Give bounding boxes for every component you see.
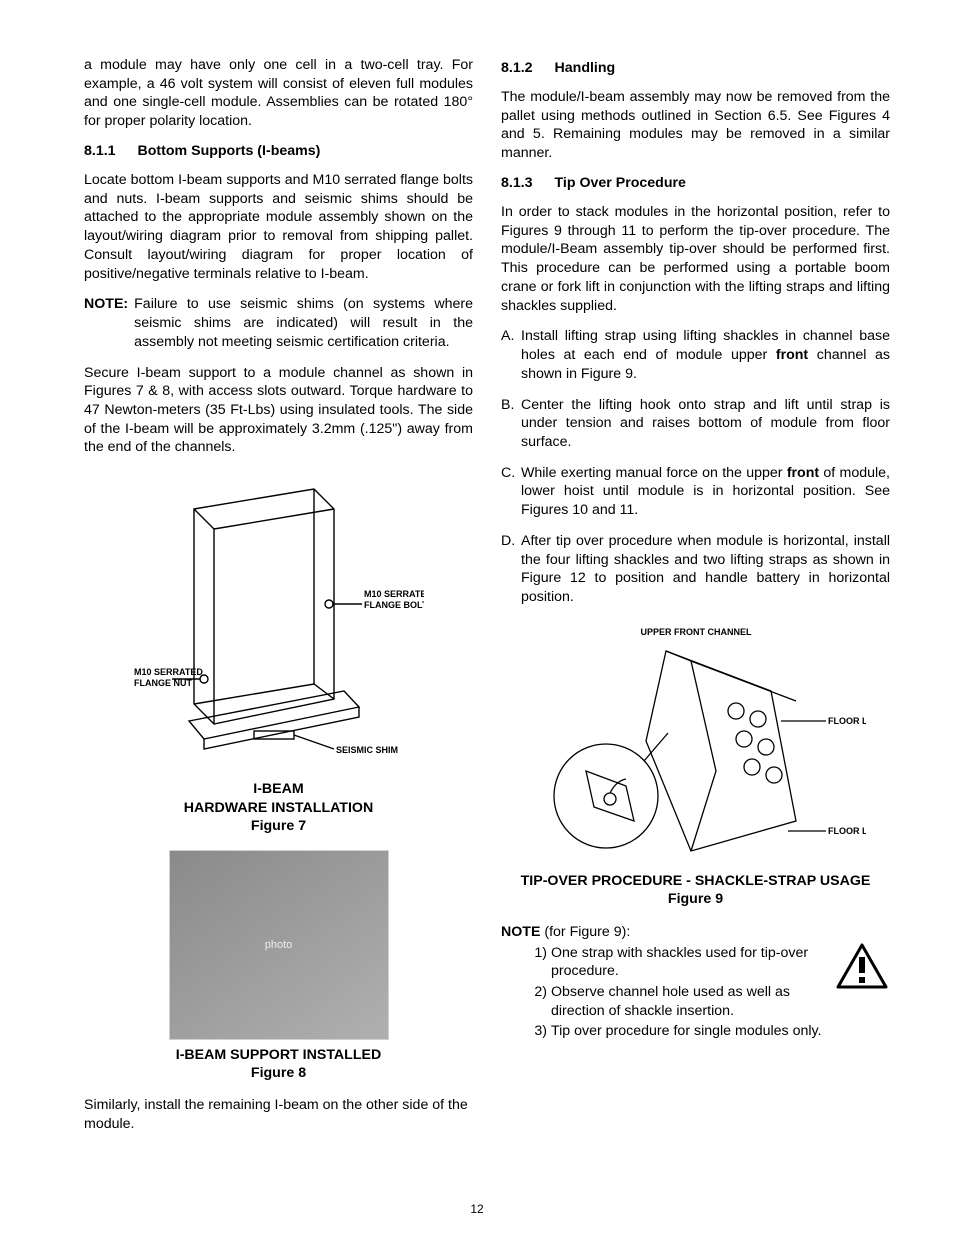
heading-title: Tip Over Procedure (555, 175, 686, 191)
label-bolt-l2: FLANGE BOLT (364, 600, 424, 610)
note-marker: 2) (529, 983, 551, 1020)
bold-text: front (776, 347, 808, 363)
figure-9-note: NOTE (for Figure 9): 1) One strap with s… (501, 923, 890, 1041)
page-number: 12 (0, 1202, 954, 1216)
intro-paragraph: a module may have only one cell in a two… (84, 56, 473, 131)
label-upper-channel: UPPER FRONT CHANNEL (640, 627, 752, 637)
paragraph: In order to stack modules in the horizon… (501, 203, 890, 315)
paragraph: Locate bottom I-beam supports and M10 se… (84, 171, 473, 283)
caption-line: I-BEAM SUPPORT INSTALLED (84, 1046, 473, 1064)
paragraph: Similarly, install the remaining I-beam … (84, 1096, 473, 1133)
list-body: Install lifting strap using lifting shac… (521, 327, 890, 383)
note-list-item: 3) Tip over procedure for single modules… (529, 1022, 890, 1041)
note-body: Tip over procedure for single modules on… (551, 1022, 890, 1041)
heading-number: 8.1.1 (84, 143, 116, 159)
note-heading-bold: NOTE (501, 924, 540, 940)
heading-number: 8.1.2 (501, 60, 533, 76)
list-marker: C. (501, 464, 521, 520)
figure-7-caption: I-BEAM HARDWARE INSTALLATION Figure 7 (84, 780, 473, 835)
label-floor-line-2: FLOOR LINE (828, 826, 866, 836)
list-body: While exerting manual force on the upper… (521, 464, 890, 520)
caption-line: Figure 8 (84, 1064, 473, 1082)
heading-title: Handling (555, 60, 616, 76)
text: Center the lifting hook onto strap and l… (521, 397, 890, 450)
caption-line: Figure 7 (84, 817, 473, 835)
text: While exerting manual force on the upper (521, 465, 787, 481)
text: After tip over procedure when module is … (521, 533, 890, 605)
list-marker: A. (501, 327, 521, 383)
figure-9-caption: TIP-OVER PROCEDURE - SHACKLE-STRAP USAGE… (501, 872, 890, 909)
list-item: B. Center the lifting hook onto strap an… (501, 396, 890, 452)
heading-8-1-2: 8.1.2 Handling (501, 60, 890, 76)
note-marker: 1) (529, 944, 551, 981)
note-marker: 3) (529, 1022, 551, 1041)
figure-8-photo: photo (169, 850, 389, 1040)
note-heading: NOTE (for Figure 9): (501, 923, 890, 942)
paragraph: The module/I-beam assembly may now be re… (501, 88, 890, 163)
figure-8-caption: I-BEAM SUPPORT INSTALLED Figure 8 (84, 1046, 473, 1083)
heading-title: Bottom Supports (I-beams) (138, 143, 321, 159)
figure-9-block: UPPER FRONT CHANNEL FLOOR LINE FLOOR LIN… (501, 621, 890, 909)
list-body: After tip over procedure when module is … (521, 532, 890, 607)
paragraph: Secure I-beam support to a module channe… (84, 364, 473, 458)
figure-7-block: M10 SERRATED FLANGE BOLT M10 SERRATED FL… (84, 469, 473, 835)
label-bolt-l1: M10 SERRATED (364, 589, 424, 599)
note-body: Failure to use seismic shims (on systems… (134, 295, 473, 351)
bold-text: front (787, 465, 819, 481)
warning-icon (836, 943, 888, 989)
tipover-diagram-svg: UPPER FRONT CHANNEL FLOOR LINE FLOOR LIN… (526, 621, 866, 861)
note-heading-rest: (for Figure 9): (540, 924, 630, 940)
caption-line: TIP-OVER PROCEDURE - SHACKLE-STRAP USAGE (501, 872, 890, 890)
right-column: 8.1.2 Handling The module/I-beam assembl… (501, 56, 890, 1134)
figure-7-diagram: M10 SERRATED FLANGE BOLT M10 SERRATED FL… (134, 469, 424, 774)
document-page: a module may have only one cell in a two… (0, 0, 954, 1235)
caption-line: I-BEAM (84, 780, 473, 798)
note-label: NOTE: (84, 295, 128, 351)
label-nut-l2: FLANGE NUT (134, 678, 192, 688)
list-body: Center the lifting hook onto strap and l… (521, 396, 890, 452)
left-column: a module may have only one cell in a two… (84, 56, 473, 1134)
two-column-layout: a module may have only one cell in a two… (84, 56, 890, 1134)
list-item: A. Install lifting strap using lifting s… (501, 327, 890, 383)
label-floor-line-1: FLOOR LINE (828, 716, 866, 726)
heading-number: 8.1.3 (501, 175, 533, 191)
note-block: NOTE: Failure to use seismic shims (on s… (84, 295, 473, 351)
list-item: D. After tip over procedure when module … (501, 532, 890, 607)
list-marker: D. (501, 532, 521, 607)
note-list: 1) One strap with shackles used for tip-… (501, 944, 890, 1042)
caption-line: HARDWARE INSTALLATION (84, 799, 473, 817)
figure-8-block: photo I-BEAM SUPPORT INSTALLED Figure 8 (84, 850, 473, 1083)
procedure-list: A. Install lifting strap using lifting s… (501, 327, 890, 607)
label-shim: SEISMIC SHIM (336, 745, 398, 755)
figure-9-diagram: UPPER FRONT CHANNEL FLOOR LINE FLOOR LIN… (526, 621, 866, 866)
heading-8-1-1: 8.1.1 Bottom Supports (I-beams) (84, 143, 473, 159)
ibeam-diagram-svg: M10 SERRATED FLANGE BOLT M10 SERRATED FL… (134, 469, 424, 769)
list-marker: B. (501, 396, 521, 452)
caption-line: Figure 9 (501, 890, 890, 908)
label-nut-l1: M10 SERRATED (134, 667, 203, 677)
list-item: C. While exerting manual force on the up… (501, 464, 890, 520)
heading-8-1-3: 8.1.3 Tip Over Procedure (501, 175, 890, 191)
